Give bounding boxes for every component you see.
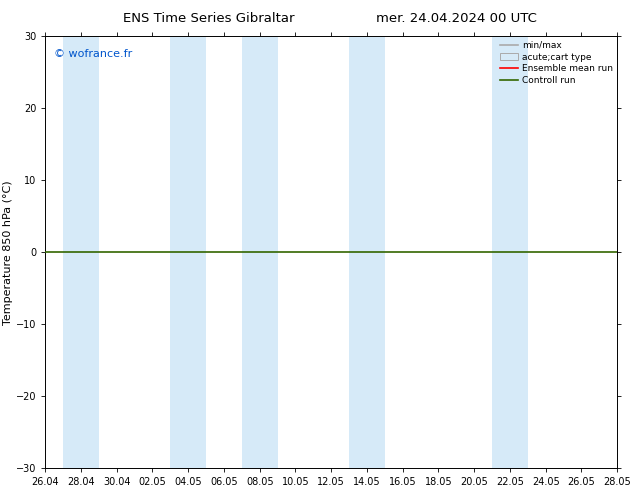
Bar [171, 36, 206, 468]
Bar [242, 36, 278, 468]
Y-axis label: Temperature 850 hPa (°C): Temperature 850 hPa (°C) [3, 180, 13, 324]
Text: © wofrance.fr: © wofrance.fr [54, 49, 132, 59]
Legend: min/max, acute;cart type, Ensemble mean run, Controll run: min/max, acute;cart type, Ensemble mean … [497, 38, 616, 88]
Bar [349, 36, 385, 468]
Bar [63, 36, 99, 468]
Text: mer. 24.04.2024 00 UTC: mer. 24.04.2024 00 UTC [376, 12, 537, 25]
Text: ENS Time Series Gibraltar: ENS Time Series Gibraltar [124, 12, 295, 25]
Bar [492, 36, 528, 468]
